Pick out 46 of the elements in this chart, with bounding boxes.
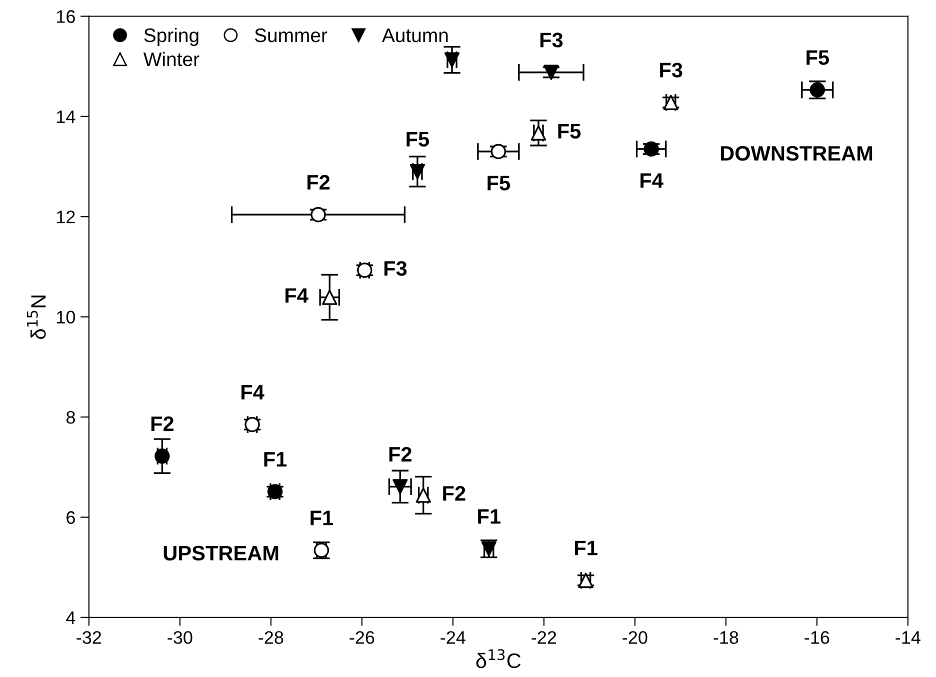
x-tick-label: -16 [804, 631, 830, 644]
annotation: UPSTREAM [164, 546, 278, 561]
annotation: F4 [640, 173, 664, 188]
annotation: F2 [307, 174, 330, 190]
x-tick-label: -30 [168, 631, 192, 644]
annotation: F3 [660, 62, 682, 78]
y-tick-label: 12 [57, 210, 75, 224]
annotation: F5 [406, 132, 430, 147]
y-tick-label: 8 [66, 410, 75, 424]
annotation: F2 [151, 416, 174, 431]
x-tick-label: -20 [622, 631, 648, 644]
x-axis-title: δ$^{13}$C [476, 649, 521, 668]
annotation: F4 [286, 288, 308, 303]
x-tick-label: -24 [440, 631, 466, 644]
point [392, 479, 408, 494]
annotation: F1 [575, 540, 598, 556]
annotation: F5 [488, 176, 510, 190]
x-tick-label: -28 [258, 631, 284, 644]
annotation: F3 [540, 32, 563, 48]
annotation: F1 [310, 510, 333, 526]
annotation: F1 [264, 452, 287, 467]
x-tick-label: -32 [76, 631, 102, 644]
point [410, 164, 426, 180]
annotation: F1 [478, 509, 500, 524]
legend-label: Summer [254, 28, 328, 42]
legend-label: Autumn [382, 28, 448, 42]
y-tick-label: 16 [57, 10, 75, 23]
x-tick-label: -22 [532, 631, 556, 644]
point [322, 290, 338, 305]
y-tick-label: 10 [57, 310, 76, 324]
y-tick-label: 4 [66, 612, 76, 624]
annotation: DOWNSTREAM [720, 146, 872, 161]
legend-label: Winter [143, 52, 200, 66]
y-tick-label: 14 [57, 110, 76, 123]
annotation: F5 [806, 50, 829, 65]
y-axis-title: δ$^{15}$N [27, 296, 46, 339]
annotation: F2 [389, 446, 412, 462]
x-tick-label: -14 [896, 631, 920, 644]
y-tick-label: 6 [66, 511, 75, 524]
annotation: F3 [384, 261, 407, 276]
annotation: F5 [558, 124, 581, 139]
x-tick-label: -18 [714, 631, 738, 644]
annotation: F4 [242, 385, 264, 400]
legend-label: Spring [144, 28, 198, 46]
annotation: F2 [443, 486, 466, 501]
x-tick-label: -26 [350, 631, 374, 644]
